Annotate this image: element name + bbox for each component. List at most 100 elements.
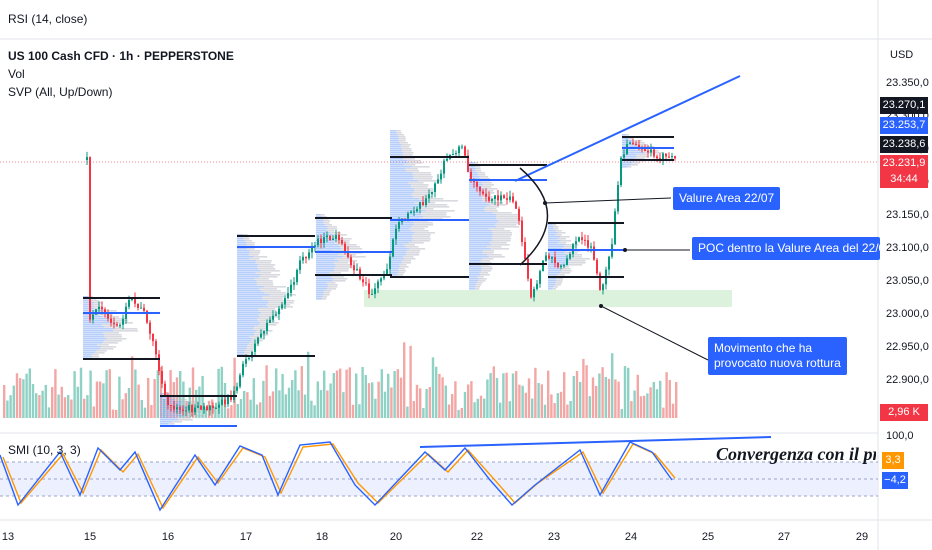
profile-bar-down	[266, 304, 291, 306]
profile-bar-down	[101, 346, 117, 348]
profile-bar-down	[482, 196, 493, 198]
annotation-movement[interactable]: Movimento che ha provocato nuova rottura	[708, 337, 847, 375]
profile-bar-up	[390, 130, 396, 132]
profile-bar-down	[267, 306, 293, 308]
profile-bar-up	[316, 256, 344, 258]
profile-bar-up	[548, 224, 553, 226]
rsi-label[interactable]: RSI (14, close)	[8, 12, 88, 26]
volume-bar	[601, 367, 604, 418]
profile-bar-up	[237, 242, 247, 244]
profile-bar-down	[413, 224, 434, 226]
volume-bar	[556, 393, 559, 418]
profile-bar-up	[83, 302, 94, 304]
profile-bar-up	[548, 258, 572, 260]
profile-bar-up	[469, 236, 492, 238]
currency-label: USD	[890, 49, 914, 61]
candle-body	[419, 202, 421, 209]
profile-bar-down	[338, 244, 357, 246]
volume-bar	[559, 391, 563, 418]
volume-bar	[159, 367, 163, 418]
volume-bar	[47, 407, 51, 418]
volume-bar	[335, 370, 339, 418]
price-axis[interactable]: 23.350,023.300,023.250,023.200,023.150,0…	[886, 77, 929, 386]
volume-bar	[553, 403, 556, 418]
candle-body	[470, 171, 472, 179]
time-axis[interactable]: 13 15 16 17 18 20 22 23 24 25 27 29	[2, 531, 868, 543]
profile-bar-up	[390, 184, 412, 186]
profile-bar-down	[104, 326, 122, 328]
annotation-poc[interactable]: POC dentro la Valure Area del 22/07	[692, 237, 880, 260]
volume-bar	[211, 399, 214, 418]
vol-label[interactable]: Vol	[8, 67, 25, 81]
candle-body	[386, 269, 388, 275]
profile-bar-down	[104, 340, 122, 342]
annotation-value-area[interactable]: Valure Area 22/07	[673, 187, 781, 210]
profile-bar-down	[251, 340, 263, 342]
profile-bar-up	[316, 254, 338, 256]
profile-bar-down	[329, 272, 341, 274]
profile-bar-down	[478, 174, 486, 176]
candle-body	[560, 265, 562, 268]
profile-bar-up	[390, 202, 415, 204]
profile-bar-down	[414, 202, 436, 204]
volume-bar	[140, 399, 143, 418]
profile-bar-up	[390, 212, 422, 214]
candle-body	[455, 153, 457, 155]
candle-body	[413, 211, 415, 213]
symbol-title[interactable]: US 100 Cash CFD · 1h · PEPPERSTONE	[8, 49, 234, 63]
candle-body	[164, 383, 166, 397]
volume-bar	[9, 395, 12, 418]
profile-bar-up	[316, 282, 327, 284]
profile-bar-up	[237, 258, 250, 260]
profile-bar-down	[257, 266, 274, 268]
volume-bar	[367, 383, 371, 418]
profile-bar-down	[401, 262, 411, 264]
profile-bar-down	[99, 348, 114, 350]
profile-bar-down	[482, 184, 495, 186]
smi-label[interactable]: SMI (10, 3, 3)	[8, 443, 81, 457]
candle-body	[545, 255, 547, 261]
candle-body	[146, 310, 148, 323]
session-level-areas	[364, 290, 732, 307]
volume-bar	[249, 399, 252, 418]
profile-bar-down	[491, 236, 511, 238]
profile-bar-up	[390, 158, 404, 160]
profile-bar-up	[390, 166, 412, 168]
profile-bar-up	[316, 226, 328, 228]
volume-bar	[348, 367, 351, 418]
candle-body	[515, 201, 517, 209]
volume-bar	[111, 409, 115, 418]
profile-bar-up	[237, 352, 245, 354]
svp-label[interactable]: SVP (All, Up/Down)	[8, 85, 113, 99]
volume-bar	[265, 365, 268, 418]
profile-bar-up	[237, 288, 259, 290]
volume-bar	[607, 378, 611, 418]
volume-bar	[486, 379, 489, 418]
candle-body	[623, 154, 625, 158]
profile-bar-up	[390, 190, 415, 192]
profile-bar-up	[390, 266, 401, 268]
profile-bar-down	[403, 164, 416, 166]
profile-bar-up	[316, 246, 341, 248]
profile-bar-up	[160, 397, 172, 399]
volume-bar	[390, 387, 393, 418]
profile-bar-down	[107, 318, 128, 320]
profile-bar-up	[469, 222, 497, 224]
profile-bar-up	[237, 306, 268, 308]
profile-bar-down	[635, 154, 648, 156]
volume-bar	[156, 370, 159, 418]
profile-bar-down	[401, 144, 411, 146]
volume-bar	[143, 407, 147, 418]
profile-bar-up	[390, 174, 413, 176]
profile-bar-down	[249, 336, 260, 338]
profile-bar-down	[481, 266, 492, 268]
profile-bar-up	[622, 150, 643, 152]
profile-bar-up	[390, 262, 402, 264]
profile-bar-down	[630, 164, 638, 166]
price-tick-label: 23.350,0	[886, 77, 929, 89]
profile-bar-down	[180, 413, 197, 415]
profile-bar-up	[548, 272, 561, 274]
profile-bar-up	[316, 286, 328, 288]
